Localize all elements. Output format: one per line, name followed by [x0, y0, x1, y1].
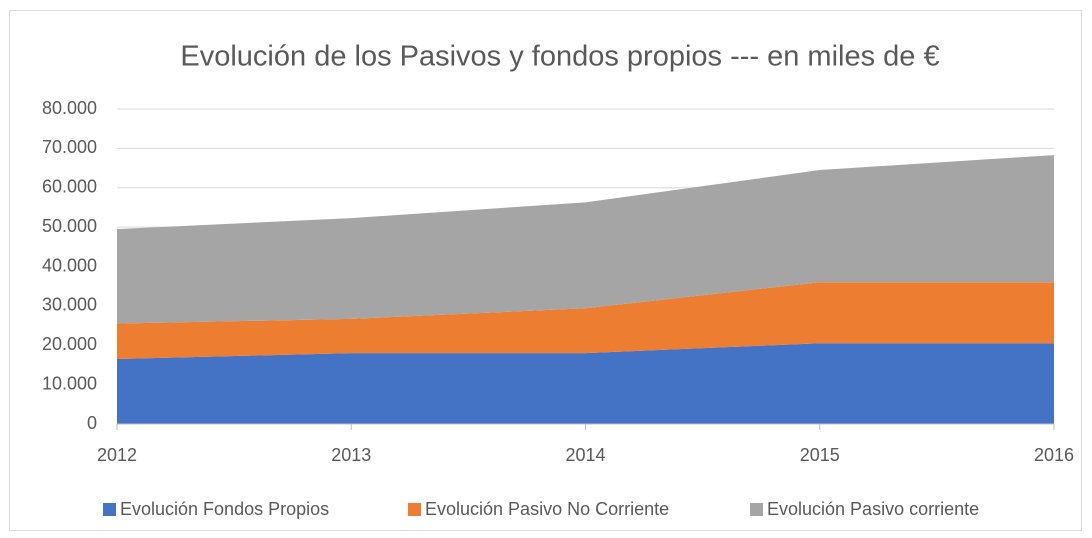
y-tick-label: 0: [87, 413, 97, 433]
y-tick-label: 70.000: [42, 137, 97, 157]
y-tick-label: 50.000: [42, 216, 97, 236]
chart-title: Evolución de los Pasivos y fondos propio…: [180, 41, 939, 73]
legend-swatch: [408, 503, 421, 516]
y-tick-label: 80.000: [42, 98, 97, 118]
legend-label: Evolución Pasivo corriente: [767, 499, 979, 519]
y-tick-label: 20.000: [42, 334, 97, 354]
x-tick-label: 2014: [565, 445, 605, 465]
y-tick-label: 10.000: [42, 373, 97, 393]
legend-label: Evolución Pasivo No Corriente: [425, 499, 669, 519]
legend-swatch: [103, 503, 116, 516]
legend-swatch: [750, 503, 763, 516]
area: [117, 282, 1054, 360]
y-tick-label: 40.000: [42, 255, 97, 275]
area: [117, 155, 1054, 324]
x-tick-label: 2013: [331, 445, 371, 465]
x-tick-label: 2016: [1034, 445, 1074, 465]
area: [117, 343, 1054, 424]
y-tick-label: 60.000: [42, 177, 97, 197]
x-tick-label: 2012: [97, 445, 137, 465]
legend-label: Evolución Fondos Propios: [120, 499, 329, 519]
x-tick-label: 2015: [800, 445, 840, 465]
y-tick-label: 30.000: [42, 295, 97, 315]
